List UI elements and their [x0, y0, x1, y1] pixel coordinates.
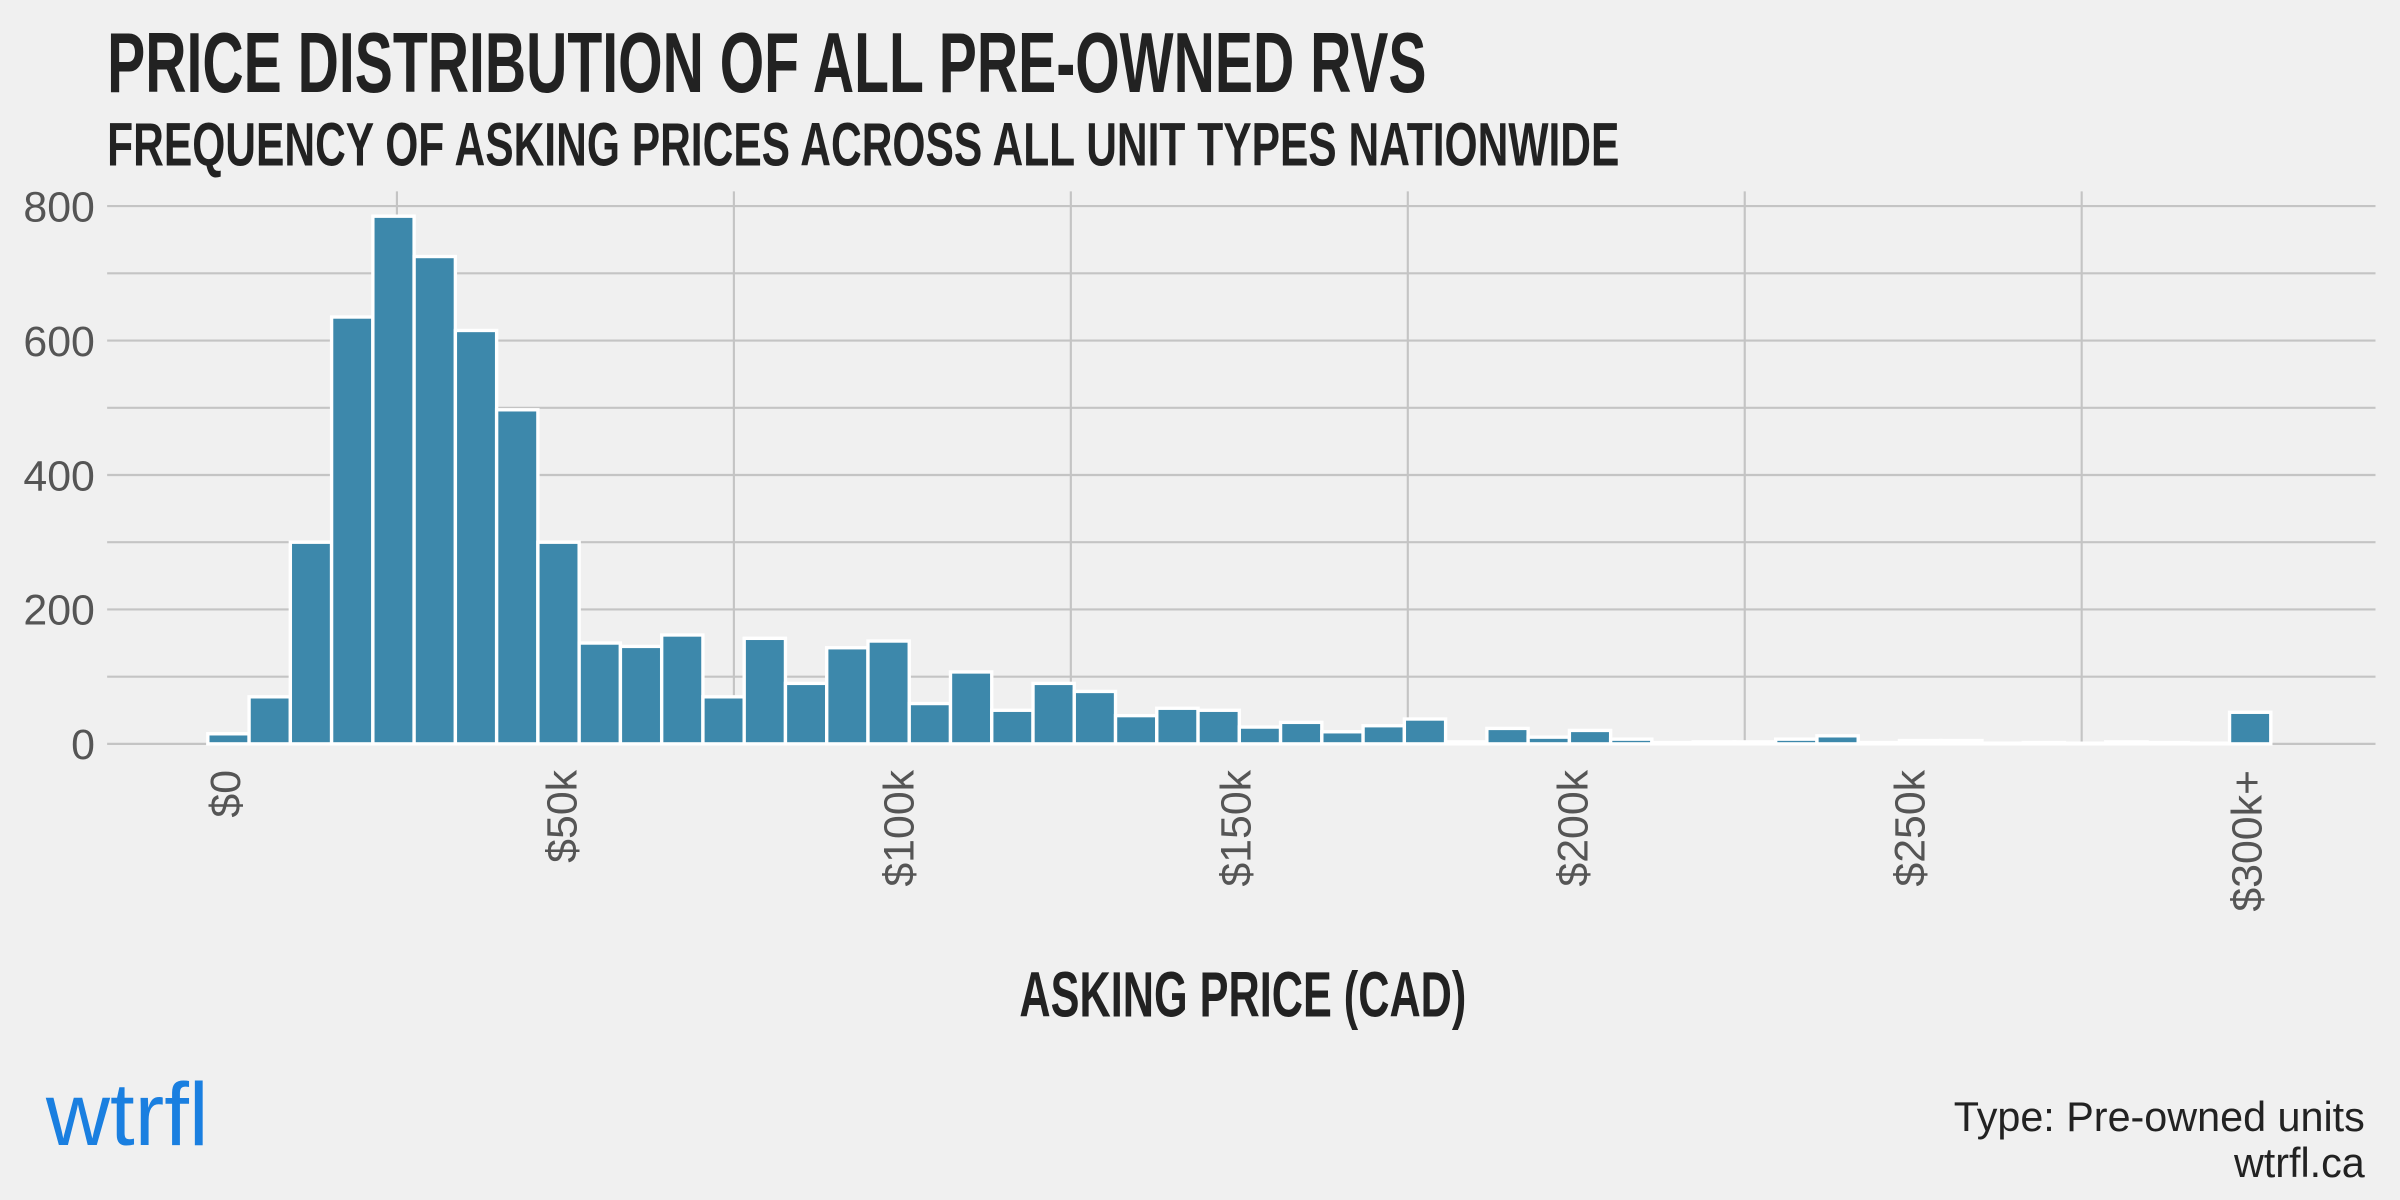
bar	[659, 633, 705, 746]
bar	[577, 641, 623, 746]
bar	[494, 408, 540, 746]
bar	[1897, 738, 1943, 746]
chart-subtitle: FREQUENCY OF ASKING PRICES ACROSS ALL UN…	[107, 110, 1619, 178]
bar	[2062, 741, 2108, 746]
bar	[1856, 740, 1902, 746]
bar	[1567, 728, 1613, 746]
bar	[1237, 725, 1283, 746]
y-tick-label: 400	[23, 452, 94, 500]
bar	[1443, 740, 1489, 746]
bar	[825, 646, 870, 746]
y-tick-label: 800	[23, 183, 94, 231]
x-tick-label: $0	[202, 770, 250, 818]
bar	[948, 670, 994, 746]
bar	[2104, 740, 2149, 746]
bar	[1402, 717, 1448, 746]
bar	[1485, 726, 1530, 746]
x-tick-label: $300k+	[2223, 770, 2271, 912]
bar	[453, 328, 499, 746]
bar	[618, 644, 664, 746]
x-tick-label: $250k	[1887, 769, 1935, 886]
y-tick-label: 600	[23, 318, 94, 366]
y-tick-label: 0	[71, 721, 95, 769]
bar	[783, 681, 829, 746]
tick-labels: 0 200 400 600 800 $0 $50k $100k $150k $200k $250k $…	[23, 183, 2271, 911]
bar	[329, 315, 375, 746]
bar	[1608, 737, 1654, 746]
bar	[701, 695, 746, 746]
bar	[2186, 741, 2232, 746]
x-axis-label: ASKING PRICE (CAD)	[1019, 958, 1466, 1030]
y-tick-label: 200	[23, 587, 94, 635]
bar	[206, 732, 251, 746]
bar	[1361, 724, 1407, 746]
bars	[206, 214, 2273, 746]
bar	[412, 254, 458, 746]
bar	[1732, 740, 1778, 746]
bar	[2227, 710, 2273, 746]
chart-title: PRICE DISTRIBUTION OF ALL PRE-OWNED RVS	[107, 15, 1426, 111]
bar	[371, 214, 416, 746]
bar	[2145, 740, 2190, 746]
logo: wtrfl	[45, 1065, 209, 1164]
bar	[1939, 738, 1984, 746]
bar	[1526, 735, 1572, 746]
bar	[1980, 741, 2025, 746]
x-tick-label: $50k	[539, 769, 587, 862]
bar	[1815, 734, 1860, 746]
bar	[1196, 708, 1241, 746]
footer-site: wtrfl.ca	[2233, 1140, 2365, 1186]
bar	[907, 701, 953, 746]
bar	[2021, 740, 2067, 746]
bar	[866, 639, 911, 746]
bar	[247, 695, 293, 746]
bar	[1650, 740, 1695, 746]
bar	[742, 636, 788, 746]
bar	[1155, 706, 1200, 746]
x-tick-label: $200k	[1550, 769, 1598, 886]
bar	[1113, 713, 1159, 746]
footer-note: Type: Pre-owned units	[1954, 1094, 2365, 1140]
bar	[1072, 689, 1118, 746]
bar	[1031, 681, 1076, 746]
bar	[536, 540, 581, 746]
bar	[288, 540, 334, 746]
bar	[1320, 730, 1365, 746]
bar	[1691, 740, 1737, 746]
x-tick-label: $150k	[1213, 769, 1261, 886]
x-tick-label: $100k	[876, 769, 924, 886]
bar	[990, 708, 1035, 746]
bar	[1773, 737, 1819, 746]
bar	[1278, 720, 1324, 746]
